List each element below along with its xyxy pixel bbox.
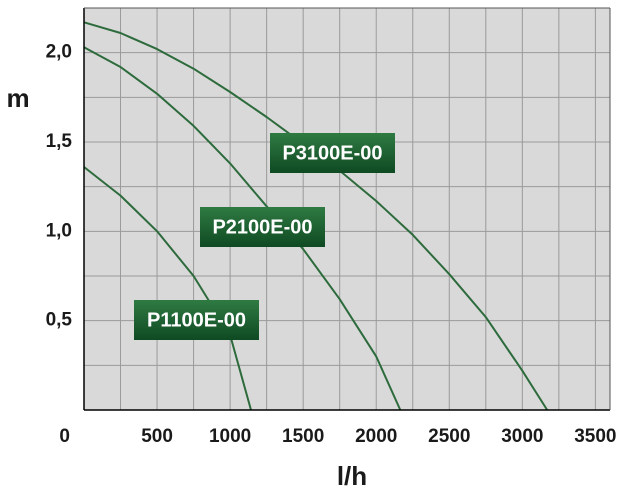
tag-box [270, 133, 395, 173]
x-tick-label: 1000 [209, 426, 251, 447]
series-tag: P3100E-00 [270, 133, 395, 173]
pump-curve [83, 46, 402, 411]
tag-box [134, 300, 259, 340]
x-axis-title: l/h [337, 461, 367, 491]
tag-box [200, 207, 325, 247]
series-tag: P2100E-00 [200, 207, 325, 247]
x-tick-label: 500 [141, 426, 173, 447]
y-tick-label: 1,0 [46, 220, 72, 241]
series-tag: P1100E-00 [134, 300, 259, 340]
x-tick-label: 3500 [574, 426, 616, 447]
x-tick-label: 3000 [501, 426, 543, 447]
y-axis-title: m [6, 83, 29, 113]
pump-curve [83, 166, 252, 411]
x-tick-label: 2500 [428, 426, 470, 447]
x-tick-label: 1500 [282, 426, 324, 447]
y-tick-label: 1,5 [46, 131, 73, 152]
plot-area [84, 8, 610, 410]
legend-label: P3100E-00 [282, 142, 382, 164]
x-tick-label: 0 [59, 426, 70, 447]
y-tick-label: 0,5 [46, 310, 73, 331]
legend-label: P1100E-00 [147, 309, 246, 331]
x-tick-label: 2000 [355, 426, 397, 447]
legend-label: P2100E-00 [212, 216, 312, 238]
y-tick-label: 2,0 [46, 42, 72, 63]
